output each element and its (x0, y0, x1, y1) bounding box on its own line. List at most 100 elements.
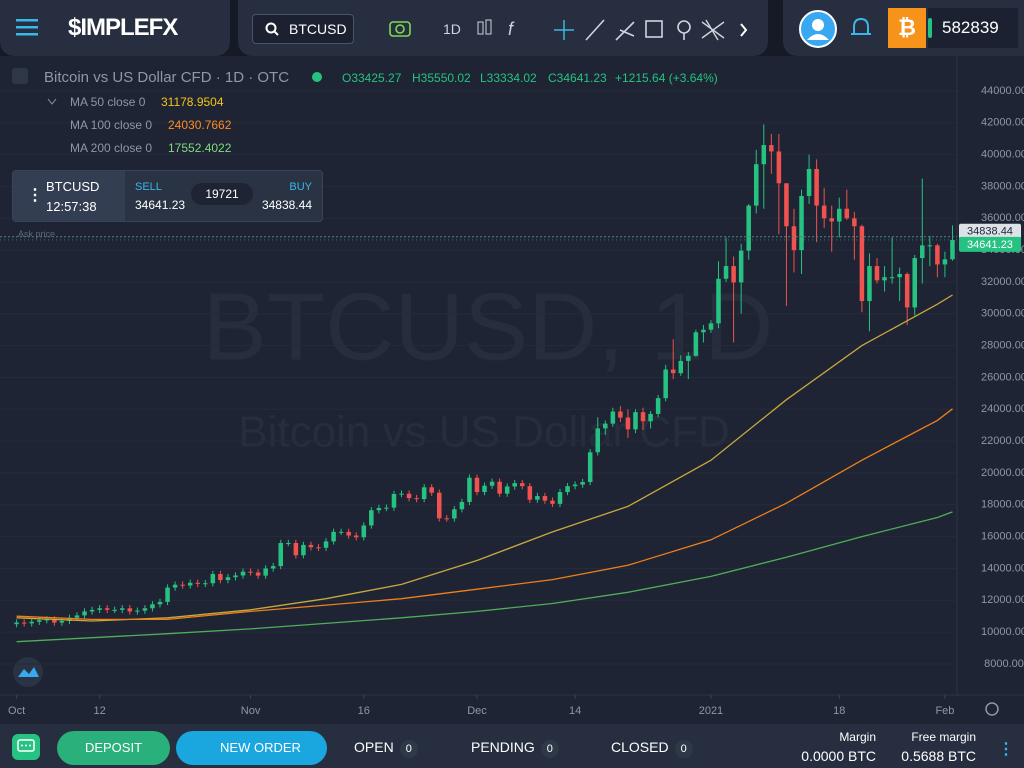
candle-body (429, 487, 434, 493)
x-tick-label: Nov (241, 705, 261, 717)
candle-body (799, 196, 804, 251)
deposit-button[interactable]: DEPOSIT (57, 731, 170, 765)
candle-body (791, 226, 797, 251)
candle-body (474, 477, 480, 493)
margin: Margin 0.0000 BTC (801, 730, 876, 764)
x-tick-label: 16 (358, 705, 370, 717)
candle-body (693, 332, 699, 356)
candle-body (648, 413, 653, 422)
legend-value: 17552.4022 (168, 141, 232, 155)
candle-body (391, 493, 397, 508)
candle-body (753, 164, 759, 206)
x-tick-label: Feb (935, 705, 954, 717)
bid-tag (959, 236, 1021, 252)
candle-body (150, 604, 155, 609)
candle-body (82, 611, 87, 616)
candle-body (738, 250, 744, 283)
candle-body (542, 496, 548, 501)
candle-body (459, 501, 465, 510)
candle-body (625, 417, 631, 430)
ma-line (16, 294, 953, 622)
new-order-button[interactable]: NEW ORDER (176, 731, 327, 765)
candle-body (240, 571, 246, 576)
tool-icons: f (389, 19, 748, 41)
sell-price[interactable]: 34641.23 (135, 198, 186, 212)
free-margin: Free margin 0.5688 BTC (901, 730, 976, 764)
candle-body (210, 574, 216, 584)
ask-price: 34838.44 (967, 226, 1013, 238)
btc-badge: ₿ (888, 8, 926, 48)
logo-pane (0, 0, 230, 56)
svg-text:f: f (508, 19, 515, 39)
more-menu[interactable]: ⋮ (998, 741, 1014, 758)
y-tick-label: 8000.00 (984, 658, 1024, 670)
bell-icon[interactable] (850, 16, 872, 40)
candle-body (293, 542, 299, 556)
buy-label[interactable]: BUY (289, 181, 312, 193)
candle-body (195, 582, 201, 584)
candle-body (497, 481, 502, 494)
menu-icon[interactable] (16, 18, 38, 38)
ohlc-open: O33425.27 (342, 71, 402, 85)
margin-value: 0.0000 BTC (801, 748, 876, 764)
y-tick-label: 22000.00 (981, 435, 1024, 447)
x-tick-label: 2021 (699, 705, 723, 717)
candle-body (482, 485, 487, 493)
candle-body (663, 369, 668, 399)
candle-body (950, 239, 955, 260)
y-tick-label: 16000.00 (981, 531, 1024, 543)
candle-body (686, 355, 691, 361)
pending-tab[interactable]: PENDING 0 (471, 739, 559, 758)
candle-body (769, 145, 774, 152)
candle-body (595, 428, 601, 453)
closed-tab[interactable]: CLOSED 0 (611, 739, 693, 758)
y-tick-label: 38000.00 (981, 180, 1024, 192)
open-tab[interactable]: OPEN 0 (354, 739, 418, 758)
symbol: BTCUSD (289, 21, 347, 37)
bid-price: 34641.23 (967, 239, 1013, 251)
y-tick-label: 32000.00 (981, 276, 1024, 288)
margin-label: Margin (839, 730, 876, 744)
candle-body (44, 619, 50, 621)
ohlc-high: H35550.02 (412, 71, 471, 85)
candle-body (21, 622, 27, 624)
candle-body (504, 486, 510, 494)
timeframe[interactable]: 1D (443, 21, 461, 37)
y-tick-label: 26000.00 (981, 371, 1024, 383)
watermark-subtitle: Bitcoin vs US Dollar CFD (238, 408, 729, 457)
sell-label[interactable]: SELL (135, 181, 162, 193)
candle-body (52, 619, 57, 623)
y-tick-label: 18000.00 (981, 499, 1024, 511)
candle-body (165, 587, 170, 602)
y-tick-label: 28000.00 (981, 340, 1024, 352)
chart: BTCUSD, 1D Bitcoin vs US Dollar CFD Bitc… (0, 56, 1024, 724)
candle-body (731, 266, 736, 283)
candle-body (716, 278, 721, 324)
candle-body (120, 608, 125, 610)
candle-body (353, 535, 359, 538)
ohlc-close: C34641.23 (548, 71, 607, 85)
candle-body (746, 205, 751, 251)
candle-body (557, 492, 563, 504)
candle-body (97, 608, 102, 610)
watermark: BTCUSD, 1D (203, 273, 774, 380)
legend-name: MA 100 close 0 (70, 118, 152, 132)
candle-body (723, 266, 729, 279)
buy-price[interactable]: 34838.44 (261, 198, 312, 212)
symbol-search[interactable]: BTCUSD (252, 14, 354, 44)
candle-body (806, 168, 812, 197)
candle-body (859, 226, 865, 302)
plot-area (0, 90, 957, 665)
bottom-bar (0, 724, 1024, 768)
open-count: 0 (399, 740, 418, 758)
candle-body (565, 486, 570, 493)
candle-body (203, 583, 208, 585)
x-tick-label: Oct (8, 705, 25, 717)
candle-body (580, 482, 585, 485)
candle-body (640, 412, 646, 422)
avatar[interactable] (799, 10, 837, 48)
candle-body (452, 509, 457, 519)
chat-icon[interactable] (12, 734, 40, 760)
candle-body (761, 145, 767, 165)
